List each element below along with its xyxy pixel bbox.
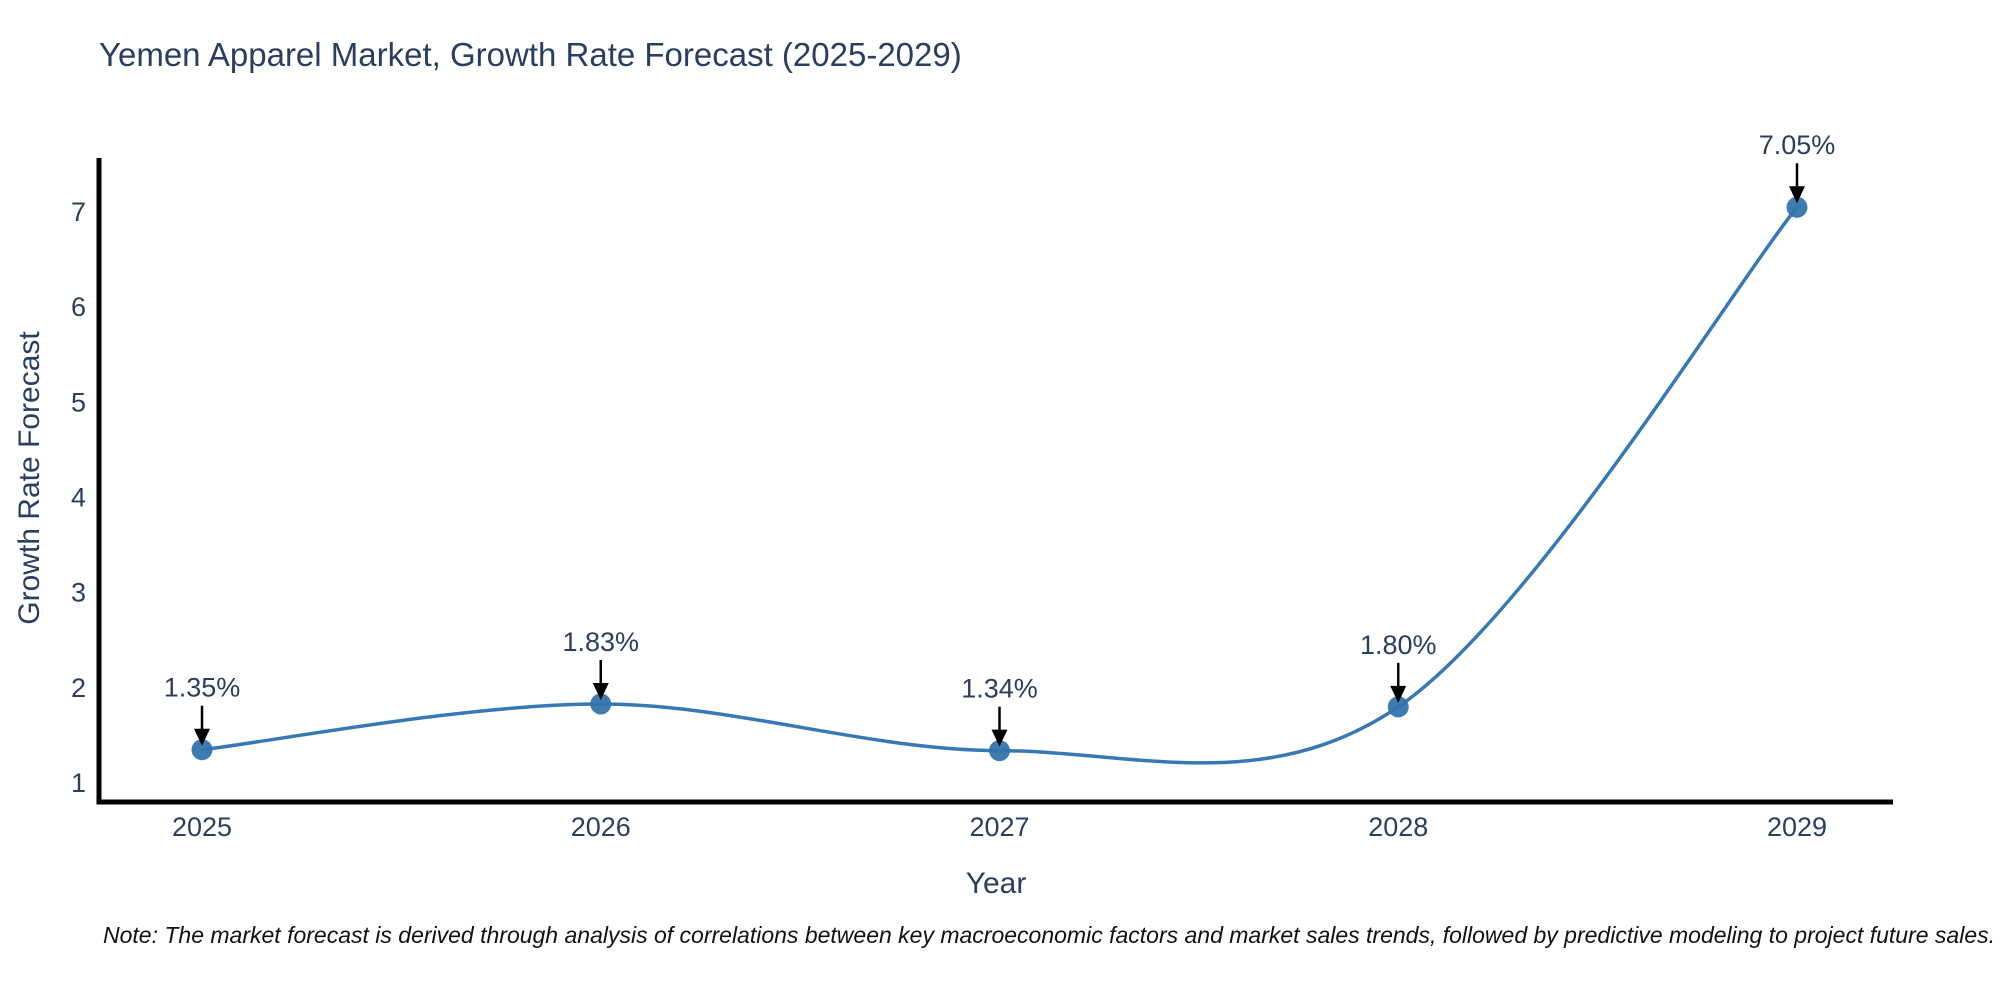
annotation-arrowhead: [991, 729, 1008, 747]
x-tick-label: 2027: [969, 812, 1029, 842]
data-point-marker[interactable]: [1786, 196, 1808, 218]
annotation-label: 1.83%: [562, 627, 639, 657]
y-tick-label: 6: [71, 292, 86, 322]
x-tick-label: 2029: [1767, 812, 1827, 842]
x-tick-label: 2026: [571, 812, 631, 842]
annotation-label: 7.05%: [1759, 130, 1836, 160]
x-tick-label: 2025: [172, 812, 232, 842]
x-axis-title: Year: [965, 867, 1027, 900]
annotation-arrowhead: [592, 683, 609, 701]
chart-title: Yemen Apparel Market, Growth Rate Foreca…: [99, 36, 962, 73]
data-point-marker[interactable]: [989, 740, 1010, 762]
annotation-arrowhead: [1390, 685, 1407, 703]
y-tick-label: 2: [71, 673, 86, 703]
annotation-label: 1.35%: [164, 673, 241, 703]
series-line: [200, 205, 1799, 765]
y-tick-label: 5: [71, 387, 86, 417]
annotation-label: 1.80%: [1360, 630, 1437, 660]
data-point-marker[interactable]: [590, 693, 612, 715]
y-tick-label: 3: [71, 578, 86, 608]
footnote: Note: The market forecast is derived thr…: [103, 922, 1996, 948]
data-point-marker[interactable]: [191, 739, 213, 761]
annotation-arrowhead: [194, 728, 210, 746]
annotation-arrowhead: [1789, 186, 1805, 204]
y-tick-label: 7: [71, 197, 86, 227]
annotation-label: 1.34%: [961, 674, 1038, 704]
y-tick-label: 4: [71, 483, 86, 513]
data-point-marker[interactable]: [1387, 696, 1409, 718]
y-tick-label: 1: [71, 768, 86, 798]
x-tick-label: 2028: [1368, 812, 1428, 842]
axis-lines: [96, 158, 1893, 805]
